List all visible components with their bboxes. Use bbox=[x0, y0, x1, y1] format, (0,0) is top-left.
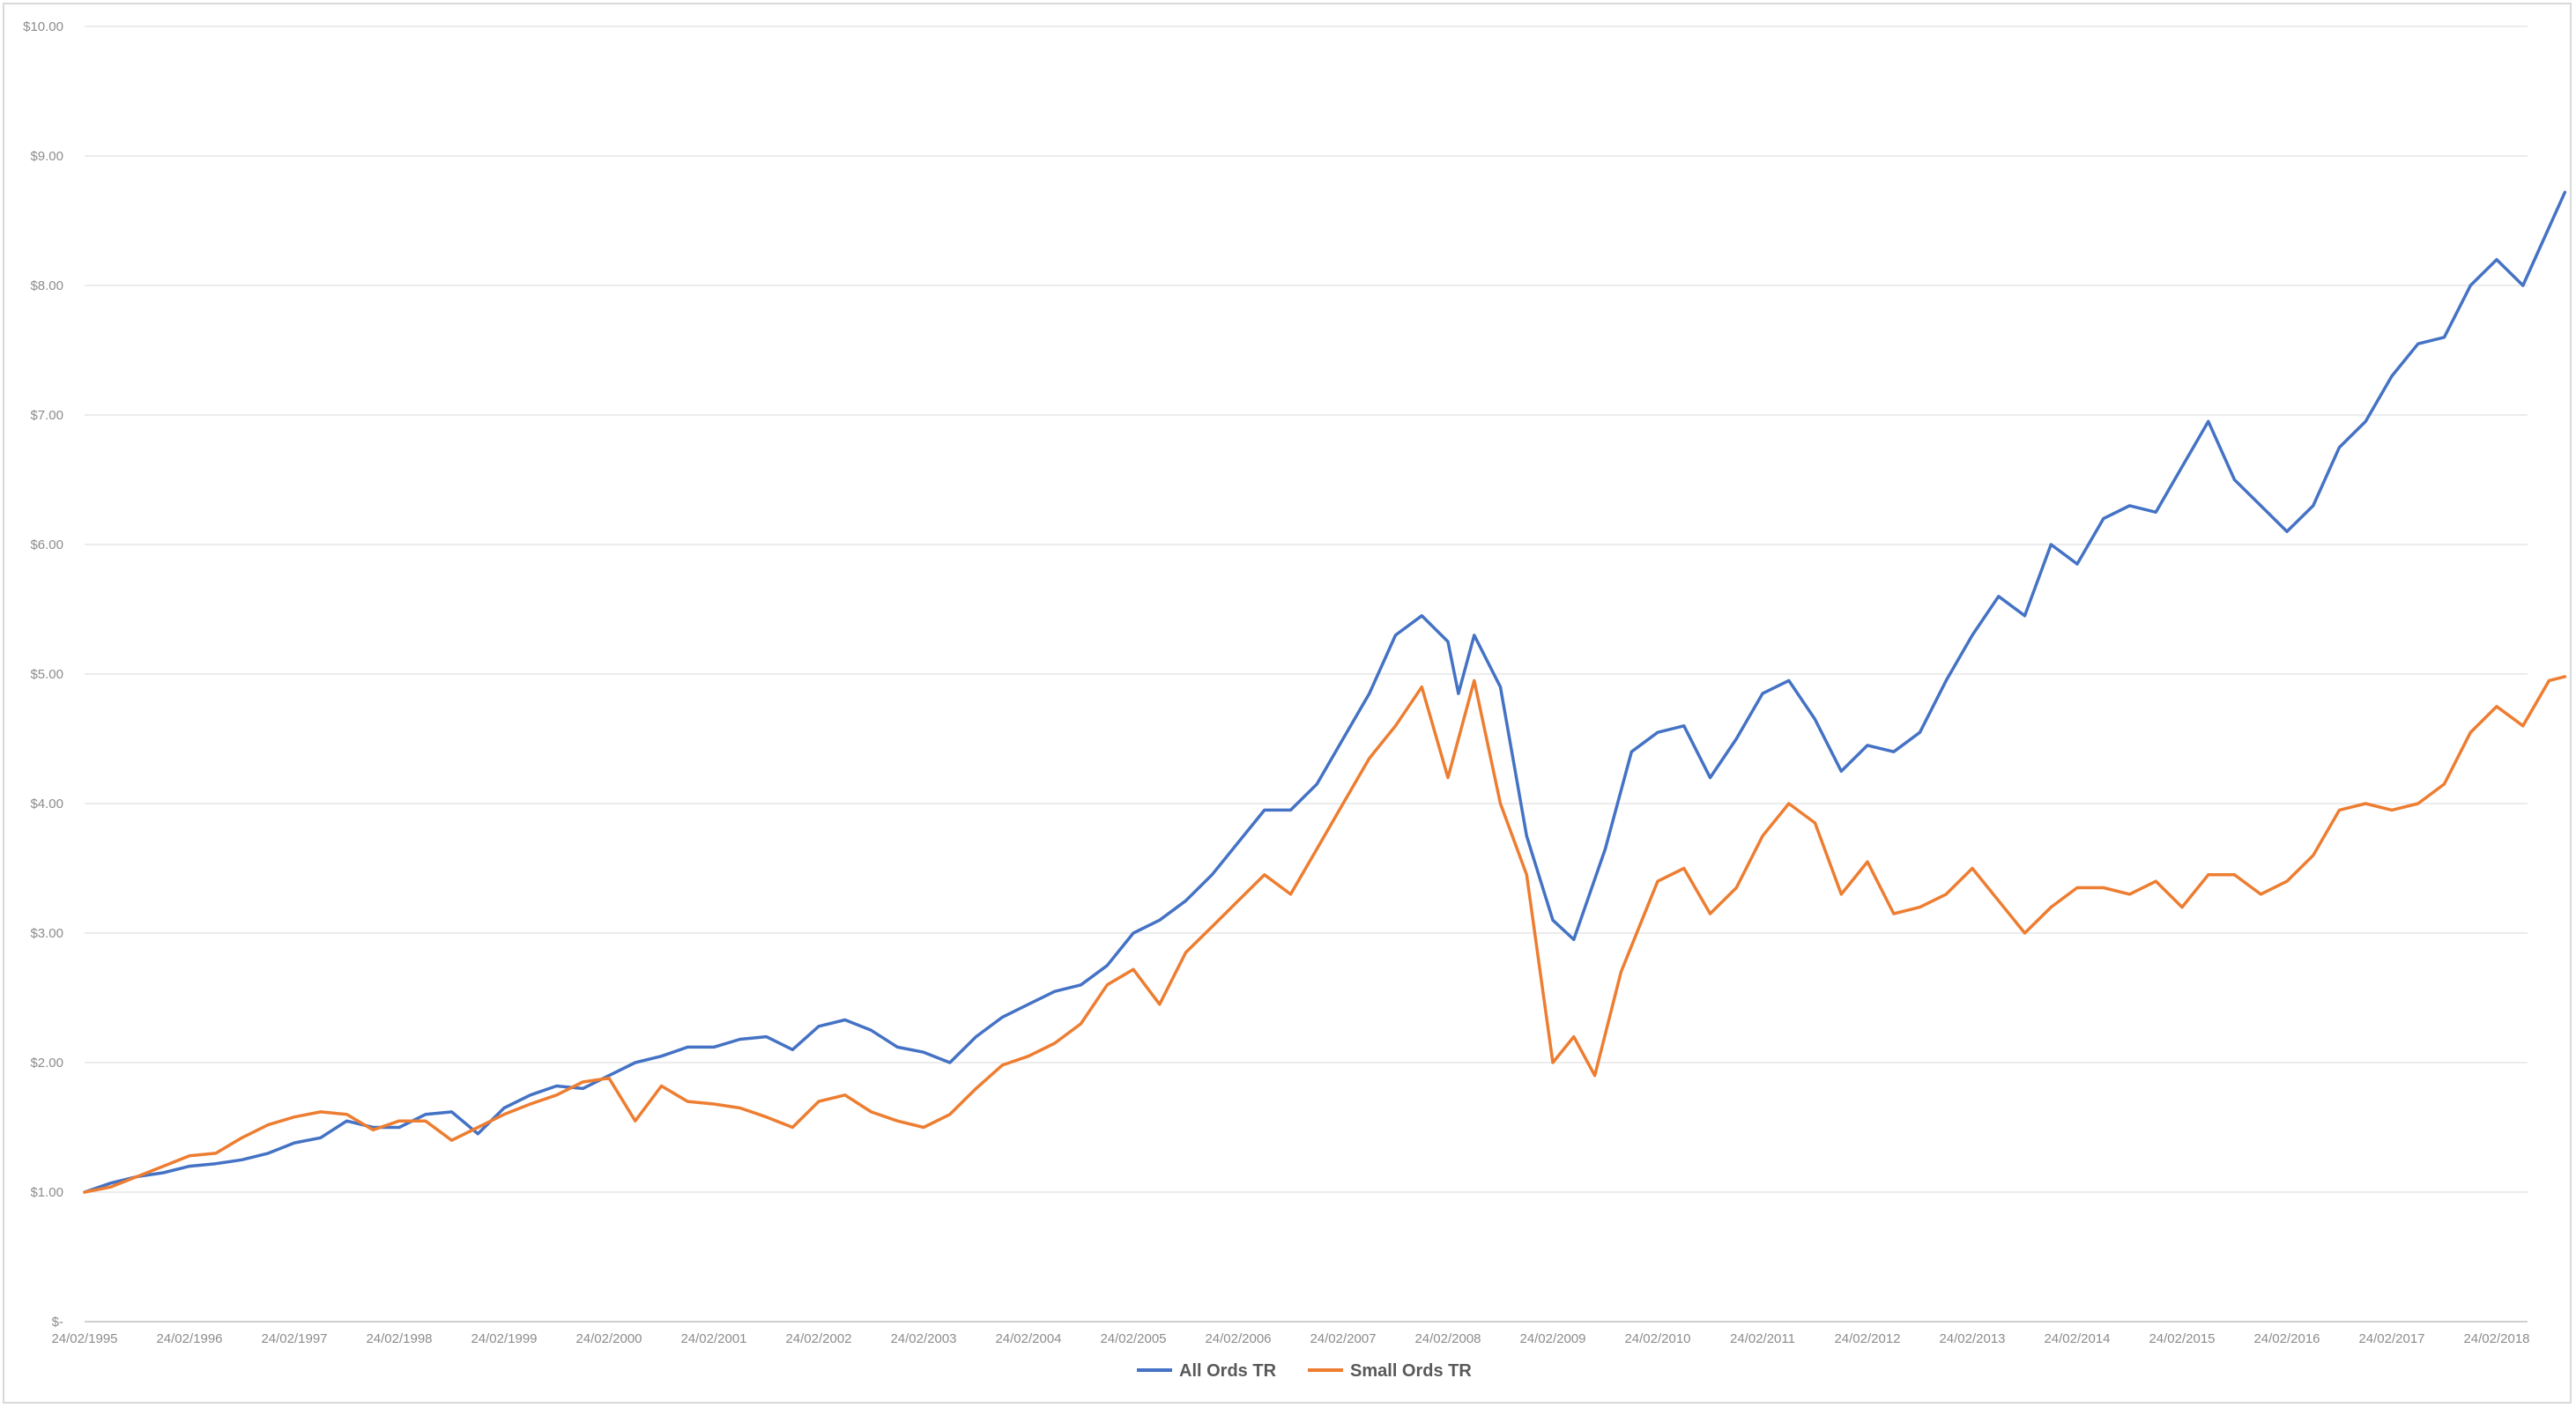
chart-frame bbox=[3, 3, 2572, 1404]
x-tick-label: 24/02/2001 bbox=[680, 1331, 746, 1346]
x-tick-label: 24/02/1996 bbox=[156, 1331, 222, 1346]
x-tick-label: 24/02/2007 bbox=[1310, 1331, 1376, 1346]
x-tick-label: 24/02/2011 bbox=[1730, 1331, 1795, 1346]
y-tick-label: $7.00 bbox=[30, 408, 63, 423]
x-tick-label: 24/02/1997 bbox=[261, 1331, 327, 1346]
x-tick-label: 24/02/2012 bbox=[1834, 1331, 1900, 1346]
x-tick-label: 24/02/2015 bbox=[2149, 1331, 2215, 1346]
x-tick-label: 24/02/2010 bbox=[1624, 1331, 1690, 1346]
x-axis-ticks: 24/02/1995 24/02/1996 24/02/1997 24/02/1998… bbox=[51, 1331, 2529, 1346]
series-line-0 bbox=[83, 190, 2567, 1194]
y-tick-label: $8.00 bbox=[30, 278, 63, 293]
x-tick-label: 24/02/2002 bbox=[785, 1331, 851, 1346]
legend-label: Small Ords TR bbox=[1350, 1361, 1472, 1381]
x-tick-label: 24/02/2006 bbox=[1205, 1331, 1271, 1346]
x-tick-label: 24/02/2004 bbox=[995, 1331, 1061, 1346]
x-tick-label: 24/02/1998 bbox=[366, 1331, 432, 1346]
series-line-1 bbox=[83, 675, 2567, 1194]
y-axis-ticks: $- $1.00 $2.00 $3.00 $4.00 $5.00 $6.00 $7.00 $8.… bbox=[23, 19, 63, 1330]
y-tick-label: $10.00 bbox=[23, 19, 63, 34]
x-tick-label: 24/02/2014 bbox=[2044, 1331, 2110, 1346]
gridlines bbox=[85, 26, 2528, 1323]
legend: All Ords TR Small Ords TR bbox=[1137, 1361, 1472, 1381]
x-tick-label: 24/02/2003 bbox=[890, 1331, 956, 1346]
y-tick-label: $1.00 bbox=[30, 1185, 63, 1200]
x-tick-label: 24/02/1999 bbox=[471, 1331, 537, 1346]
x-tick-label: 24/02/2008 bbox=[1414, 1331, 1481, 1346]
x-tick-label: 24/02/2000 bbox=[575, 1331, 642, 1346]
y-tick-label: $9.00 bbox=[30, 149, 63, 164]
x-tick-label: 24/02/2017 bbox=[2358, 1331, 2424, 1346]
series-lines bbox=[83, 190, 2567, 1194]
y-tick-label: $3.00 bbox=[30, 926, 63, 941]
y-tick-label: $2.00 bbox=[30, 1056, 63, 1071]
legend-label: All Ords TR bbox=[1179, 1361, 1277, 1381]
x-tick-label: 24/02/2013 bbox=[1939, 1331, 2005, 1346]
y-tick-label: $4.00 bbox=[30, 797, 63, 811]
x-tick-label: 24/02/2018 bbox=[2463, 1331, 2529, 1346]
y-tick-label: $6.00 bbox=[30, 537, 63, 552]
x-tick-label: 24/02/2009 bbox=[1519, 1331, 1585, 1346]
y-tick-label: $- bbox=[52, 1315, 63, 1330]
x-tick-label: 24/02/2016 bbox=[2253, 1331, 2320, 1346]
y-tick-label: $5.00 bbox=[30, 667, 63, 682]
x-tick-label: 24/02/1995 bbox=[51, 1331, 117, 1346]
x-tick-label: 24/02/2005 bbox=[1100, 1331, 1166, 1346]
